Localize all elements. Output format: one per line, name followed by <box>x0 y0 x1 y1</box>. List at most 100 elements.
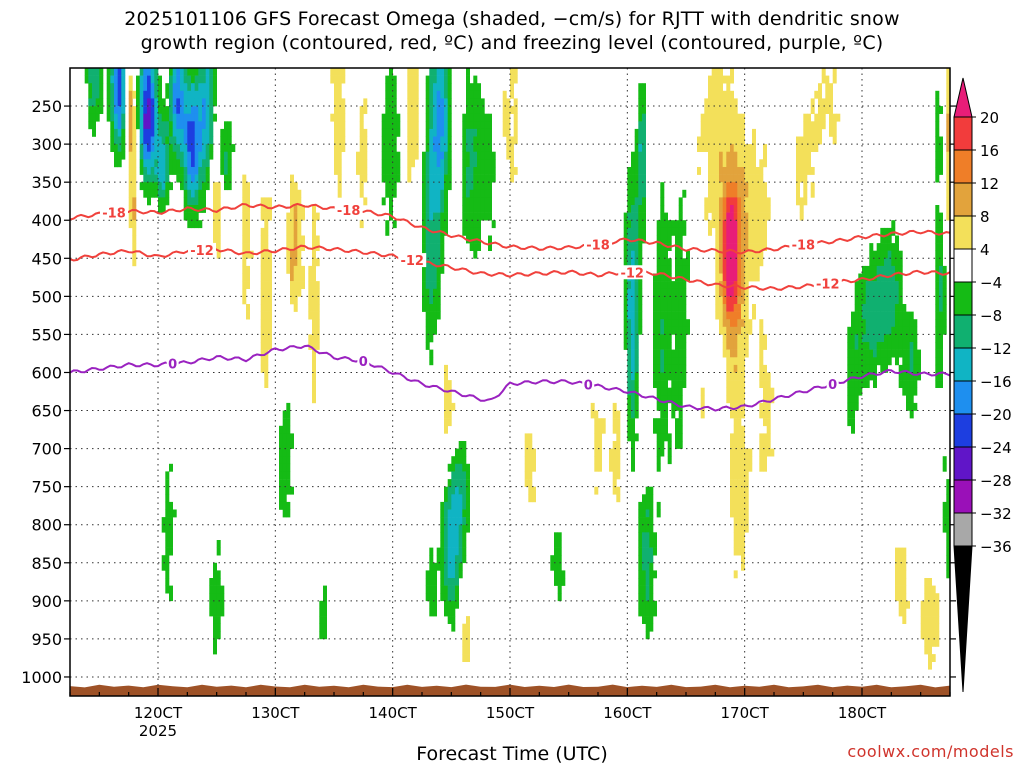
omega-cell <box>422 205 426 213</box>
omega-cell <box>297 250 302 259</box>
omega-cell <box>730 258 734 267</box>
omega-cell <box>198 136 203 145</box>
omega-cell <box>898 547 903 556</box>
omega-cell <box>455 555 459 564</box>
omega-cell <box>191 174 195 183</box>
omega-cell <box>242 265 247 274</box>
omega-cell <box>759 182 764 191</box>
omega-cell <box>858 349 863 358</box>
omega-cell <box>733 517 738 525</box>
omega-cell <box>634 281 639 289</box>
omega-cell <box>246 220 250 229</box>
omega-cell <box>165 524 170 533</box>
omega-cell <box>462 524 467 533</box>
omega-cell <box>312 265 316 274</box>
omega-cell <box>337 90 342 99</box>
omega-cell <box>653 372 657 381</box>
omega-cell <box>730 357 734 366</box>
omega-cell <box>506 144 511 152</box>
omega-cell <box>935 319 940 328</box>
omega-cell <box>741 402 745 411</box>
omega-cell <box>649 509 654 518</box>
omega-cell <box>147 151 151 160</box>
omega-cell <box>660 380 665 388</box>
omega-cell <box>110 68 115 76</box>
omega-cell <box>748 326 753 335</box>
omega-cell <box>667 258 672 267</box>
omega-cell <box>117 106 122 114</box>
omega-cell <box>455 547 459 556</box>
omega-cell <box>638 83 643 92</box>
omega-cell <box>854 402 859 411</box>
omega-cell <box>667 304 672 312</box>
omega-cell <box>708 106 712 114</box>
omega-cell <box>708 227 712 236</box>
omega-cell <box>660 311 665 320</box>
omega-cell <box>312 357 316 366</box>
omega-cell <box>407 90 412 99</box>
omega-cell <box>480 136 485 145</box>
omega-cell <box>741 121 745 130</box>
omega-cell <box>887 258 892 267</box>
contour-label-bg <box>357 354 370 369</box>
omega-cell <box>744 265 749 274</box>
contour-label: -18 <box>337 204 361 219</box>
omega-cell <box>645 562 650 571</box>
omega-cell <box>444 121 448 130</box>
omega-cell <box>128 189 133 198</box>
omega-cell <box>429 113 434 122</box>
omega-cell <box>847 380 852 388</box>
omega-cell <box>634 205 639 213</box>
omega-cell <box>290 205 294 213</box>
omega-cell <box>744 227 749 236</box>
omega-cell <box>447 494 452 503</box>
omega-cell <box>385 83 390 92</box>
omega-cell <box>389 98 393 107</box>
contour-label-bg <box>334 202 363 217</box>
omega-cell <box>209 578 214 586</box>
omega-cell <box>161 106 166 114</box>
omega-cell <box>444 113 448 122</box>
omega-cell <box>884 296 888 305</box>
omega-cell <box>436 311 441 320</box>
omega-cell <box>741 159 745 168</box>
omega-cell <box>440 167 445 175</box>
omega-cell <box>920 616 925 624</box>
omega-cell <box>634 197 639 206</box>
omega-cell <box>260 296 265 305</box>
omega-cell <box>854 342 859 350</box>
omega-cell <box>741 357 745 366</box>
omega-cell <box>447 136 452 145</box>
omega-cell <box>161 182 166 191</box>
omega-cell <box>737 524 742 533</box>
omega-cell <box>444 364 448 373</box>
omega-cell <box>682 189 687 198</box>
omega-cell <box>752 205 756 213</box>
omega-cell <box>429 106 434 114</box>
omega-cell <box>447 509 452 518</box>
omega-cell <box>862 342 866 350</box>
omega-cell <box>755 205 760 213</box>
x-axis-label: Forecast Time (UTC) <box>416 743 608 765</box>
omega-cell <box>741 509 745 518</box>
omega-cell <box>161 562 166 571</box>
omega-cell <box>873 326 877 335</box>
omega-cell <box>642 151 646 160</box>
omega-cell <box>158 182 162 191</box>
omega-cell <box>664 425 668 434</box>
omega-cell <box>198 189 203 198</box>
omega-cell <box>440 235 445 244</box>
omega-cell <box>700 144 705 152</box>
omega-cell <box>898 258 903 267</box>
omega-cell <box>356 167 360 175</box>
omega-cell <box>627 311 632 320</box>
omega-cell <box>466 128 470 137</box>
omega-cell <box>631 205 635 213</box>
omega-cell <box>436 98 441 107</box>
omega-cell <box>385 128 390 137</box>
omega-cell <box>183 75 188 84</box>
omega-cell <box>455 494 459 503</box>
omega-cell <box>425 159 430 168</box>
omega-cell <box>803 144 808 152</box>
omega-cell <box>737 380 742 388</box>
